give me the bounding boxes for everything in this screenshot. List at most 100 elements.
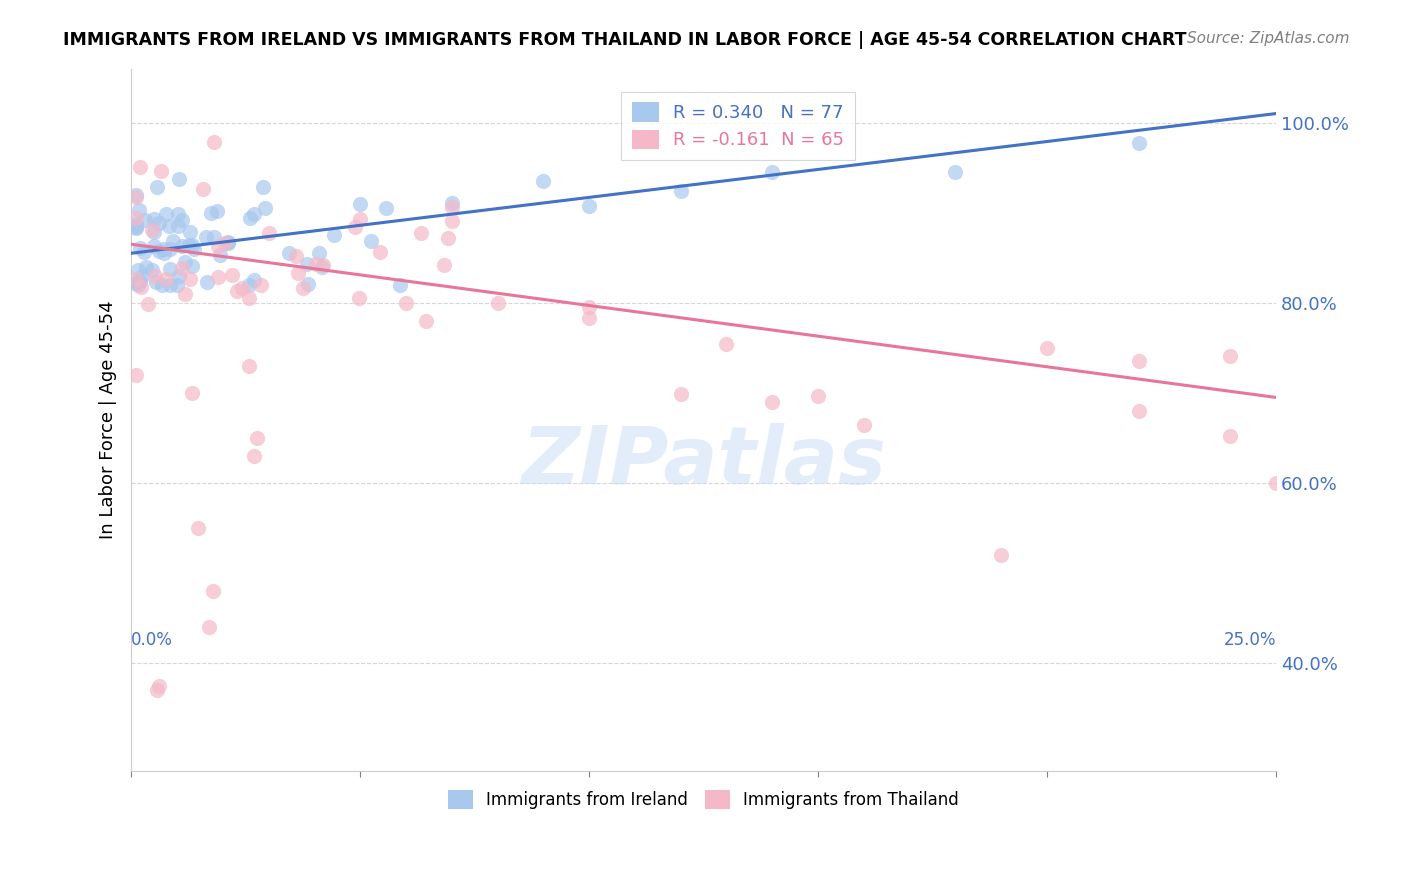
Point xyxy=(131,268,153,283)
Point xyxy=(179,272,201,286)
Point xyxy=(194,230,217,244)
Point xyxy=(127,277,149,292)
Point xyxy=(1128,353,1150,368)
Point xyxy=(395,296,418,310)
Point xyxy=(349,211,371,226)
Point xyxy=(761,394,783,409)
Point xyxy=(129,160,152,174)
Point xyxy=(142,238,165,252)
Point xyxy=(669,184,692,198)
Point xyxy=(246,431,269,445)
Point xyxy=(1036,341,1059,355)
Point xyxy=(1219,429,1241,443)
Point xyxy=(125,219,148,234)
Point xyxy=(208,248,231,262)
Point xyxy=(257,227,280,241)
Point xyxy=(183,242,205,256)
Text: Source: ZipAtlas.com: Source: ZipAtlas.com xyxy=(1187,31,1350,46)
Point xyxy=(360,234,382,248)
Point xyxy=(200,205,222,219)
Point xyxy=(486,296,509,310)
Point xyxy=(172,260,194,275)
Point xyxy=(312,259,335,273)
Point xyxy=(170,212,193,227)
Point xyxy=(141,263,163,277)
Point xyxy=(205,203,228,218)
Point xyxy=(531,174,554,188)
Point xyxy=(807,388,830,402)
Point xyxy=(305,257,328,271)
Point xyxy=(349,197,371,211)
Text: ZIPatlas: ZIPatlas xyxy=(522,423,886,501)
Point xyxy=(148,244,170,258)
Point xyxy=(127,275,149,289)
Point xyxy=(243,449,266,463)
Point xyxy=(167,206,190,220)
Point xyxy=(125,217,148,231)
Point xyxy=(125,188,148,202)
Point xyxy=(145,180,167,194)
Point xyxy=(225,285,247,299)
Point xyxy=(153,242,176,256)
Point xyxy=(145,268,167,283)
Point xyxy=(198,620,221,634)
Point xyxy=(128,274,150,288)
Point xyxy=(415,314,437,328)
Point xyxy=(159,277,181,292)
Point xyxy=(231,281,253,295)
Point xyxy=(411,226,433,240)
Point xyxy=(217,235,239,250)
Point xyxy=(174,255,197,269)
Point xyxy=(990,548,1012,562)
Point xyxy=(125,220,148,235)
Point xyxy=(945,165,967,179)
Point xyxy=(343,220,366,235)
Point xyxy=(252,180,274,194)
Text: IMMIGRANTS FROM IRELAND VS IMMIGRANTS FROM THAILAND IN LABOR FORCE | AGE 45-54 C: IMMIGRANTS FROM IRELAND VS IMMIGRANTS FR… xyxy=(63,31,1187,49)
Point xyxy=(141,223,163,237)
Point xyxy=(238,277,260,292)
Point xyxy=(170,238,193,252)
Point xyxy=(159,262,181,277)
Point xyxy=(238,291,260,305)
Point xyxy=(149,163,172,178)
Point xyxy=(125,211,148,225)
Point xyxy=(125,276,148,290)
Point xyxy=(134,245,156,260)
Point xyxy=(440,214,463,228)
Point xyxy=(177,237,200,252)
Point xyxy=(136,297,159,311)
Point xyxy=(221,268,243,282)
Point xyxy=(578,300,600,314)
Point xyxy=(127,263,149,277)
Point xyxy=(131,279,153,293)
Point xyxy=(207,239,229,253)
Point xyxy=(150,277,173,292)
Point xyxy=(1128,404,1150,418)
Point xyxy=(134,212,156,227)
Point xyxy=(162,234,184,248)
Point xyxy=(433,259,456,273)
Point xyxy=(440,200,463,214)
Point xyxy=(135,260,157,275)
Point xyxy=(155,271,177,285)
Point xyxy=(167,269,190,284)
Point xyxy=(155,207,177,221)
Point xyxy=(128,203,150,218)
Point xyxy=(440,196,463,211)
Text: 0.0%: 0.0% xyxy=(131,631,173,648)
Point xyxy=(285,249,308,263)
Point xyxy=(295,257,318,271)
Point xyxy=(578,311,600,326)
Point xyxy=(181,385,204,400)
Point xyxy=(669,387,692,401)
Point xyxy=(388,277,411,292)
Point xyxy=(214,235,236,250)
Point xyxy=(159,242,181,256)
Y-axis label: In Labor Force | Age 45-54: In Labor Force | Age 45-54 xyxy=(100,301,117,540)
Point xyxy=(125,219,148,233)
Point xyxy=(852,417,875,432)
Point xyxy=(195,276,218,290)
Point xyxy=(202,584,225,599)
Point xyxy=(761,164,783,178)
